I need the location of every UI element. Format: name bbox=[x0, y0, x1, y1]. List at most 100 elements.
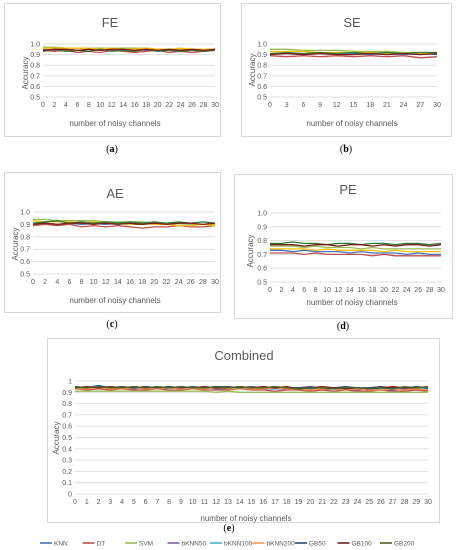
y-tick-label: 0.9 bbox=[62, 390, 72, 397]
chart-pe: PE0.50.60.70.80.91.00 2 4 6 8 10 12 14 16 18 20 22 2… bbox=[246, 182, 445, 307]
x-tick-label: 25 bbox=[365, 499, 373, 506]
x-tick-label: 24 bbox=[175, 279, 183, 286]
series-line bbox=[269, 55, 438, 59]
x-tick-label: 9 bbox=[318, 102, 322, 109]
x-tick-label: 16 bbox=[357, 287, 365, 294]
chart-panel-fe: FE 0.5 0.6 0.7 0.8 0.9 1.0 0 2 4 6 8 10 12 14 16 18 20 22 2… bbox=[4, 3, 221, 137]
x-tick-label: 9 bbox=[179, 499, 183, 506]
y-tick-label: 0.3 bbox=[62, 458, 72, 465]
y-tick-label: 0 bbox=[68, 492, 72, 499]
x-tick-label: 24 bbox=[400, 102, 408, 109]
x-tick-label: 28 bbox=[199, 279, 207, 286]
x-axis-label: number of noisy channels bbox=[69, 296, 160, 305]
chart-title: PE bbox=[339, 182, 357, 197]
x-tick-label: 26 bbox=[377, 499, 385, 506]
x-tick-label: 6 bbox=[144, 499, 148, 506]
y-tick-label: 0.2 bbox=[62, 469, 72, 476]
x-tick-label: 2 bbox=[43, 279, 47, 286]
series-line bbox=[32, 222, 216, 226]
x-tick-label: 14 bbox=[119, 102, 127, 109]
x-tick-label: 0 bbox=[268, 102, 272, 109]
x-tick-label: 4 bbox=[64, 102, 68, 109]
x-tick-label: 6 bbox=[67, 279, 71, 286]
x-tick-label: 6 bbox=[301, 102, 305, 109]
series-line bbox=[270, 252, 441, 257]
x-tick-label: 27 bbox=[389, 499, 397, 506]
series-line bbox=[269, 52, 438, 56]
y-tick-label: 0.6 bbox=[62, 424, 72, 431]
x-tick-label: 7 bbox=[155, 499, 159, 506]
x-tick-label: 26 bbox=[414, 287, 422, 294]
x-tick-label: 6 bbox=[75, 102, 79, 109]
x-tick-label: 21 bbox=[318, 499, 326, 506]
x-tick-label: 4 bbox=[291, 287, 295, 294]
x-tick-label: 24 bbox=[177, 102, 185, 109]
series-line bbox=[270, 244, 442, 247]
chart-panel-ae: AE 0.5 0.6 0.7 0.8 0.9 1.0 0 2 4 6 8 10 12 14 16 18 20 22 2… bbox=[4, 172, 221, 313]
x-tick-label: 11 bbox=[201, 499, 208, 506]
legend: KNN DT SVM bKNN50 bKNN100 bKNN200 GB50 GB100 GB2… bbox=[40, 541, 415, 548]
x-tick-label: 4 bbox=[120, 499, 124, 506]
x-axis-label: number of noisy channels bbox=[306, 298, 397, 307]
x-tick-label: 16 bbox=[131, 102, 139, 109]
x-axis-label: number of noisy channels bbox=[200, 514, 291, 523]
y-axis-label: Accuracy bbox=[246, 235, 255, 268]
series-line bbox=[74, 386, 429, 390]
y-tick-label: 1.0 bbox=[257, 211, 267, 218]
chart-title: SE bbox=[343, 15, 361, 30]
series-line bbox=[270, 245, 441, 250]
legend-label: KNN bbox=[54, 541, 68, 548]
x-tick-label: 28 bbox=[200, 102, 208, 109]
x-tick-label: 10 bbox=[323, 287, 331, 294]
x-tick-label: 29 bbox=[412, 499, 420, 506]
x-tick-label: 3 bbox=[108, 499, 112, 506]
x-tick-label: 2 bbox=[97, 499, 101, 506]
y-tick-label: 0.7 bbox=[257, 252, 267, 259]
y-axis-label: Accuracy bbox=[21, 57, 30, 90]
y-tick-label: 0.8 bbox=[30, 63, 40, 70]
x-tick-label: 27 bbox=[416, 102, 424, 109]
x-tick-label: 14 bbox=[346, 287, 354, 294]
series-line bbox=[75, 390, 428, 393]
x-axis-label: number of noisy channels bbox=[69, 119, 160, 128]
chart-panel-pe: PE 0.5 0.6 0.7 0.8 0.9 1.0 0 2 4 6 8 10 12 14 16 18 20 22 2… bbox=[234, 174, 453, 319]
x-tick-label: 21 bbox=[383, 102, 391, 109]
legend-label: DT bbox=[97, 541, 106, 548]
y-tick-label: 0.8 bbox=[20, 234, 30, 241]
x-tick-label: 30 bbox=[424, 499, 432, 506]
y-tick-label: 1.0 bbox=[257, 42, 267, 49]
chart-title: AE bbox=[106, 186, 124, 201]
legend-label: GB200 bbox=[394, 541, 415, 548]
y-tick-label: 1.0 bbox=[30, 42, 40, 49]
chart-panel-se: SE 0.5 0.6 0.7 0.8 0.9 1.0 0 3 6 9 12 15 18 21 24 27 30 nu… bbox=[241, 3, 452, 137]
x-tick-label: 15 bbox=[248, 499, 256, 506]
y-tick-label: 0.6 bbox=[257, 84, 267, 91]
caption-b: (b) bbox=[339, 144, 353, 155]
x-tick-label: 10 bbox=[96, 102, 104, 109]
x-tick-label: 26 bbox=[187, 279, 195, 286]
y-tick-label: 0.7 bbox=[257, 73, 267, 80]
x-tick-label: 16 bbox=[259, 499, 267, 506]
x-tick-label: 4 bbox=[55, 279, 59, 286]
x-tick-label: 12 bbox=[333, 102, 341, 109]
series-line bbox=[270, 48, 437, 54]
x-tick-label: 26 bbox=[188, 102, 196, 109]
series-line bbox=[42, 48, 216, 53]
x-tick-label: 22 bbox=[330, 499, 338, 506]
caption-d: (d) bbox=[336, 321, 350, 332]
x-tick-label: 2 bbox=[53, 102, 57, 109]
x-tick-label: 12 bbox=[335, 287, 343, 294]
chart-panel-combined: Combined 0 0.1 0.2 0.3 0.4 0.5 0.6 0.7 0.8 0.9 1 0 1 2… bbox=[47, 338, 440, 523]
series-line bbox=[270, 249, 441, 256]
x-tick-label: 19 bbox=[295, 499, 303, 506]
series-line bbox=[270, 248, 441, 253]
caption-c: (c) bbox=[106, 319, 118, 330]
caption-e: (e) bbox=[223, 523, 235, 534]
x-tick-label: 18 bbox=[366, 102, 374, 109]
x-tick-label: 18 bbox=[283, 499, 291, 506]
y-tick-label: 0.7 bbox=[62, 412, 72, 419]
legend-label: GB50 bbox=[309, 541, 326, 548]
y-axis-label: Accuracy bbox=[52, 422, 61, 455]
series-line bbox=[269, 51, 437, 55]
